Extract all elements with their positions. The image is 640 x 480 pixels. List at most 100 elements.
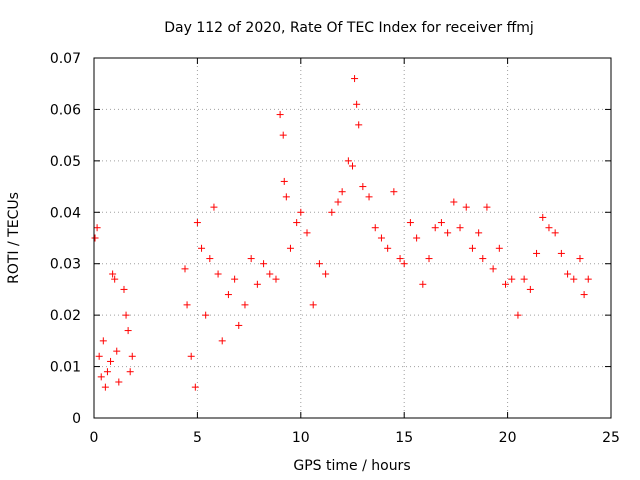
data-point [120,285,128,293]
data-point [247,255,255,263]
y-tick-label: 0 [72,411,81,427]
data-point [551,229,559,237]
data-point [489,265,497,273]
data-point [231,275,239,283]
data-point [253,280,261,288]
data-point [351,75,359,83]
data-point [124,327,132,335]
data-point [338,188,346,196]
data-point [502,280,510,288]
y-tick-label: 0.06 [50,102,81,118]
data-point [91,234,99,242]
x-axis-label: GPS time / hours [293,458,410,474]
data-point [279,131,287,139]
data-point [456,224,464,232]
data-point [97,373,105,381]
data-point [95,352,103,360]
data-point [103,368,111,376]
data-point [396,255,404,263]
y-tick-label: 0.04 [50,205,81,221]
data-point [99,337,107,345]
data-point [198,244,206,252]
data-point [93,224,101,232]
data-point [293,219,301,227]
data-point [101,383,109,391]
data-point [508,275,516,283]
data-point [315,260,323,268]
data-point [202,311,210,319]
data-point [365,193,373,201]
data-point [444,229,452,237]
data-point [107,357,115,365]
data-point [495,244,503,252]
data-point [570,275,578,283]
data-point [462,203,470,211]
data-point [406,219,414,227]
data-point [113,347,121,355]
data-point [539,213,547,221]
data-point [334,198,342,206]
chart-title: Day 112 of 2020, Rate Of TEC Index for r… [164,20,534,36]
data-point [353,100,361,108]
data-point [344,157,352,165]
data-point [425,255,433,263]
y-axis-label: ROTI / TECUs [6,192,22,284]
data-point [309,301,317,309]
data-point [557,249,565,257]
data-point [390,188,398,196]
data-point [115,378,123,386]
data-point [520,275,528,283]
data-point [483,203,491,211]
data-point [206,255,214,263]
data-point [479,255,487,263]
data-point [475,229,483,237]
data-point [413,234,421,242]
data-point [384,244,392,252]
data-point [437,219,445,227]
data-point [355,121,363,129]
data-point [377,234,385,242]
x-tick-label: 5 [193,430,202,446]
data-point [431,224,439,232]
data-point [210,203,218,211]
data-points [91,75,592,391]
data-point [303,229,311,237]
data-point [272,275,280,283]
data-point [533,249,541,257]
data-point [122,311,130,319]
data-point [371,224,379,232]
y-tick-label: 0.03 [50,257,81,273]
data-point [181,265,189,273]
data-point [576,255,584,263]
data-point [187,352,195,360]
data-point [349,162,356,170]
y-tick-label: 0.01 [50,360,81,376]
data-point [193,219,201,227]
y-tick-label: 0.02 [50,308,81,324]
data-point [322,270,330,278]
data-point [126,368,134,376]
grid [94,58,611,418]
x-tick-label: 0 [90,430,99,446]
data-point [564,270,572,278]
data-point [297,208,305,216]
data-point [400,260,408,268]
data-point [260,260,268,268]
y-tick-label: 0.07 [50,51,81,67]
tick-labels: 0 5 10 15 20 25 0 0.01 0.02 0.03 0.04 0.05 0.06 0.07 [50,51,620,446]
data-point [450,198,458,206]
data-point [328,208,336,216]
x-tick-label: 25 [602,430,620,446]
data-point [419,280,427,288]
data-point [280,177,288,185]
axis-ticks [93,57,612,419]
data-point [526,285,534,293]
data-point [468,244,476,252]
data-point [235,321,243,329]
data-point [514,311,522,319]
x-tick-label: 15 [395,430,413,446]
data-point [214,270,222,278]
data-point [191,383,199,391]
